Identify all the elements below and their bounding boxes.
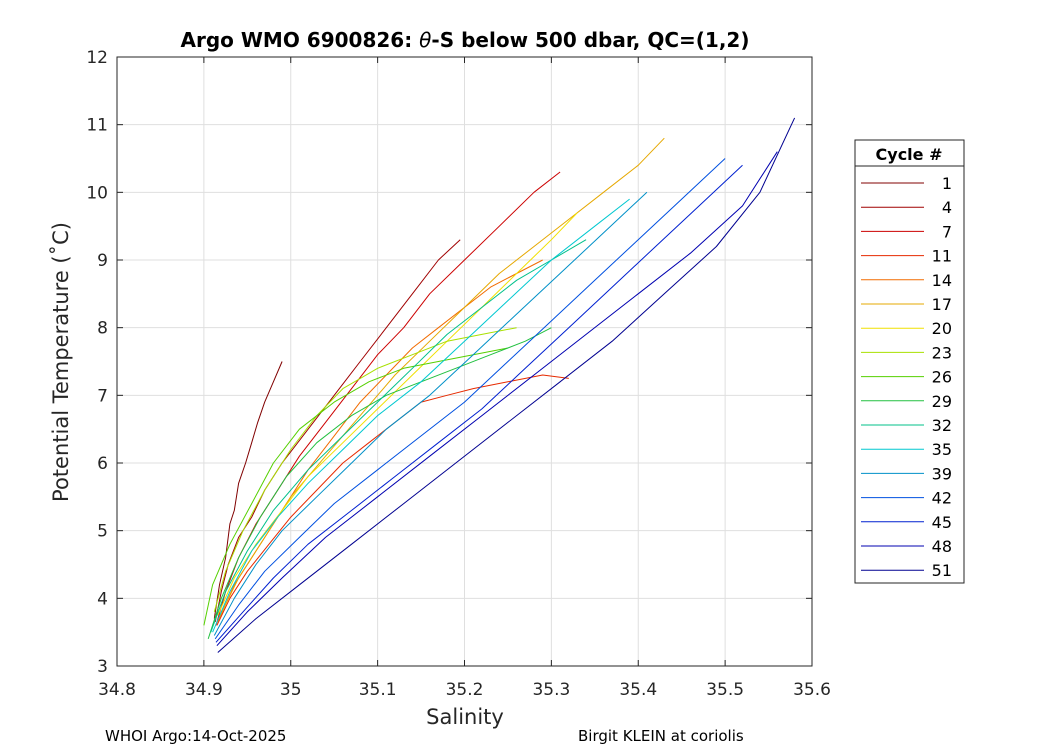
x-tick-label: 34.8	[98, 680, 136, 700]
y-tick-label: 3	[97, 657, 108, 677]
series-line-cycle-42	[214, 158, 726, 640]
legend-label: 39	[932, 464, 952, 483]
legend-label: 26	[932, 368, 952, 387]
series-line-cycle-39	[213, 191, 648, 636]
x-axis-label: Salinity	[426, 705, 504, 729]
legend-label: 48	[932, 537, 952, 556]
y-tick-label: 11	[86, 116, 108, 136]
y-tick-label: 5	[97, 522, 108, 542]
footer-left: WHOI Argo:14-Oct-2025	[105, 727, 286, 745]
x-tick-label: 35.1	[359, 680, 397, 700]
series-line-cycle-32	[210, 239, 587, 633]
y-tick-label: 7	[97, 386, 108, 406]
grid-lines	[117, 57, 812, 666]
legend-label: 7	[942, 222, 952, 241]
series-line-cycle-11	[216, 374, 569, 626]
y-axis-label: Potential Temperature (˚C)	[49, 222, 73, 502]
legend-label: 20	[932, 319, 952, 338]
footer-right: Birgit KLEIN at coriolis	[578, 727, 744, 745]
series-line-cycle-1	[213, 361, 283, 619]
legend-title: Cycle #	[876, 145, 943, 164]
series-line-cycle-23	[213, 327, 517, 613]
x-tick-label: 35.5	[706, 680, 744, 700]
y-tick-label: 4	[97, 589, 108, 609]
series-line-cycle-17	[218, 137, 665, 619]
legend-label: 11	[932, 247, 952, 266]
y-tick-label: 6	[97, 454, 108, 474]
series-line-cycle-20	[217, 212, 578, 616]
x-tick-label: 35.4	[619, 680, 657, 700]
legend-label: 51	[932, 561, 952, 580]
series-line-cycle-45	[215, 164, 743, 643]
legend-label: 1	[942, 174, 952, 193]
legend-box	[854, 139, 965, 584]
legend-label: 45	[932, 513, 952, 532]
series-line-cycle-48	[216, 151, 778, 647]
legend-label: 23	[932, 343, 952, 362]
legend-label: 29	[932, 392, 952, 411]
x-axis: 34.8 34.9 35 35.1 35.2 35.3 35.4 35.5 35.6	[98, 57, 831, 700]
legend-label: 35	[932, 440, 952, 459]
x-tick-label: 35.2	[446, 680, 484, 700]
legend-label: 17	[932, 295, 952, 314]
y-tick-label: 9	[97, 251, 108, 271]
legend-label: 32	[932, 416, 952, 435]
series-line-cycle-51	[217, 117, 796, 653]
y-tick-label: 10	[86, 183, 108, 203]
y-axis: 3 4 5 6 7 8 9 10 11 12	[86, 48, 812, 677]
series-line-cycle-35	[212, 198, 630, 633]
legend-label: 4	[942, 198, 952, 217]
series-layer	[203, 117, 796, 653]
legend-label: 14	[932, 271, 952, 290]
x-tick-label: 35	[280, 680, 302, 700]
x-tick-label: 35.3	[532, 680, 570, 700]
chart-title: Argo WMO 6900826: θ-S below 500 dbar, QC…	[181, 28, 750, 52]
y-tick-label: 8	[97, 319, 108, 339]
x-tick-label: 34.9	[185, 680, 223, 700]
x-tick-label: 35.6	[793, 680, 831, 700]
series-line-cycle-29	[207, 327, 552, 640]
y-tick-label: 12	[86, 48, 108, 68]
legend-label: 42	[932, 489, 952, 508]
